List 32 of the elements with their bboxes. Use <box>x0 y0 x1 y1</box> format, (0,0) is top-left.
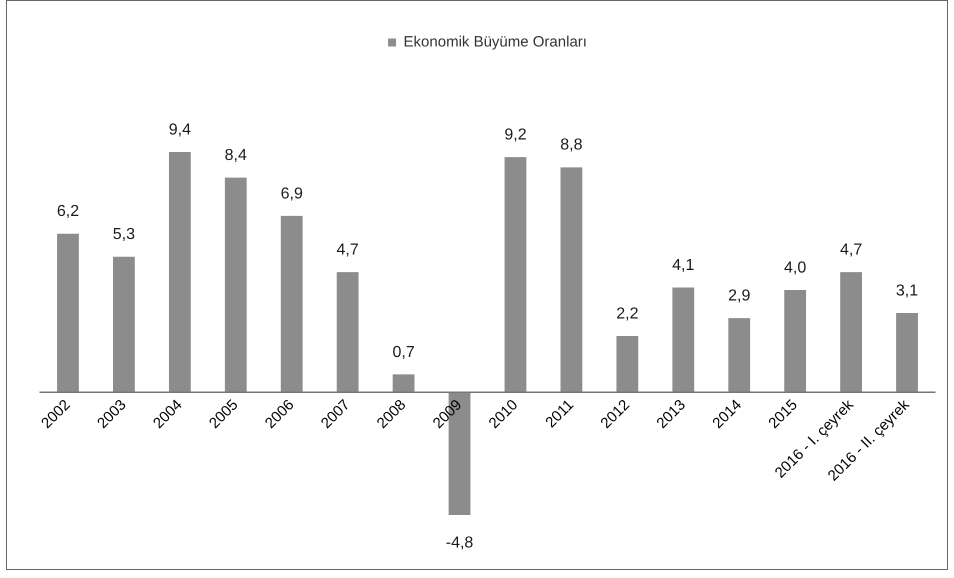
data-label: 6,9 <box>280 185 303 202</box>
data-label: 2,2 <box>616 305 639 322</box>
legend-label: Ekonomik Büyüme Oranları <box>404 34 587 51</box>
bar <box>392 374 414 392</box>
bar <box>224 178 247 392</box>
data-label: 5,3 <box>112 226 136 244</box>
bar <box>896 313 918 392</box>
bar <box>560 167 582 392</box>
data-label: 4,0 <box>784 259 806 276</box>
bar <box>280 216 303 392</box>
data-label: 4,7 <box>840 242 862 259</box>
data-label: 6,2 <box>56 203 80 220</box>
bar <box>504 157 526 392</box>
data-label: 4,7 <box>336 242 359 259</box>
data-label: 9,2 <box>504 126 527 144</box>
data-label: -4,8 <box>446 534 474 552</box>
bar <box>784 290 806 392</box>
bar <box>840 272 862 392</box>
data-label: 4,1 <box>672 256 694 274</box>
data-label: 8,4 <box>224 146 247 164</box>
bar <box>616 336 638 392</box>
bar <box>113 256 135 392</box>
data-label: 2,9 <box>728 288 750 305</box>
bar <box>57 234 79 392</box>
data-label: 3,1 <box>896 282 918 300</box>
bar <box>336 272 359 392</box>
data-label: 8,8 <box>560 136 583 154</box>
bar <box>728 318 750 392</box>
data-label: 0,7 <box>392 344 415 361</box>
bar <box>168 152 191 392</box>
data-label: 9,4 <box>168 121 192 138</box>
bar <box>672 287 694 392</box>
